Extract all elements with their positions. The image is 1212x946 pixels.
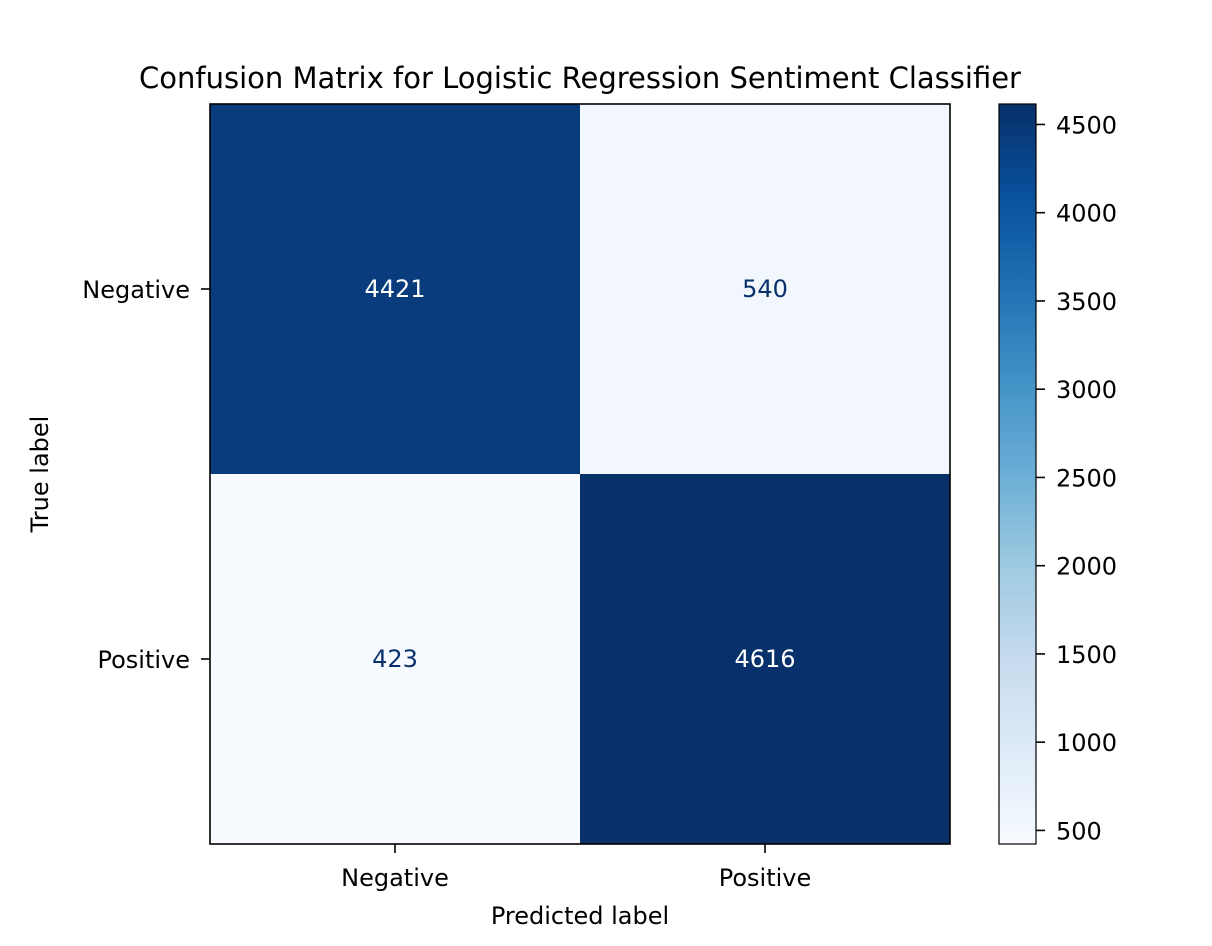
plot-frame [209,103,951,845]
y-axis-ticks: Negative Positive [82,276,210,674]
colorbar-tick-label: 3500 [1056,288,1117,316]
colorbar-tick-label: 4500 [1056,111,1117,139]
cell-value-label: 4616 [734,645,795,673]
x-axis-ticks: Negative Positive [341,844,811,892]
colorbar [998,103,1037,845]
colorbar-tick-label: 2000 [1056,553,1117,581]
x-axis-label: Predicted label [491,902,669,930]
matrix-cell [210,104,581,475]
chart-title: Confusion Matrix for Logistic Regression… [139,61,1021,95]
colorbar-tick-label: 2500 [1056,464,1117,492]
matrix-cell [210,474,581,845]
cell-value-label: 540 [742,275,788,303]
colorbar-tick-label: 1000 [1056,729,1117,757]
x-tick-label: Negative [341,864,449,892]
y-axis-label: True label [26,416,54,534]
matrix-cell [580,474,951,845]
colorbar-ticks: 500 1000 1500 2000 2500 3000 3500 4000 4500 [1036,111,1117,845]
matrix-cell [580,104,951,475]
colorbar-tick-label: 500 [1056,817,1102,845]
cell-value-label: 423 [372,645,418,673]
colorbar-tick-label: 1500 [1056,641,1117,669]
matrix-cell-labels: 4421 540 423 4616 [364,275,795,673]
matrix-cells [210,104,951,845]
cell-value-label: 4421 [364,275,425,303]
colorbar-tick-label: 3000 [1056,376,1117,404]
colorbar-tick-label: 4000 [1056,200,1117,228]
x-tick-label: Positive [719,864,812,892]
y-tick-label: Positive [97,646,190,674]
y-tick-label: Negative [82,276,190,304]
